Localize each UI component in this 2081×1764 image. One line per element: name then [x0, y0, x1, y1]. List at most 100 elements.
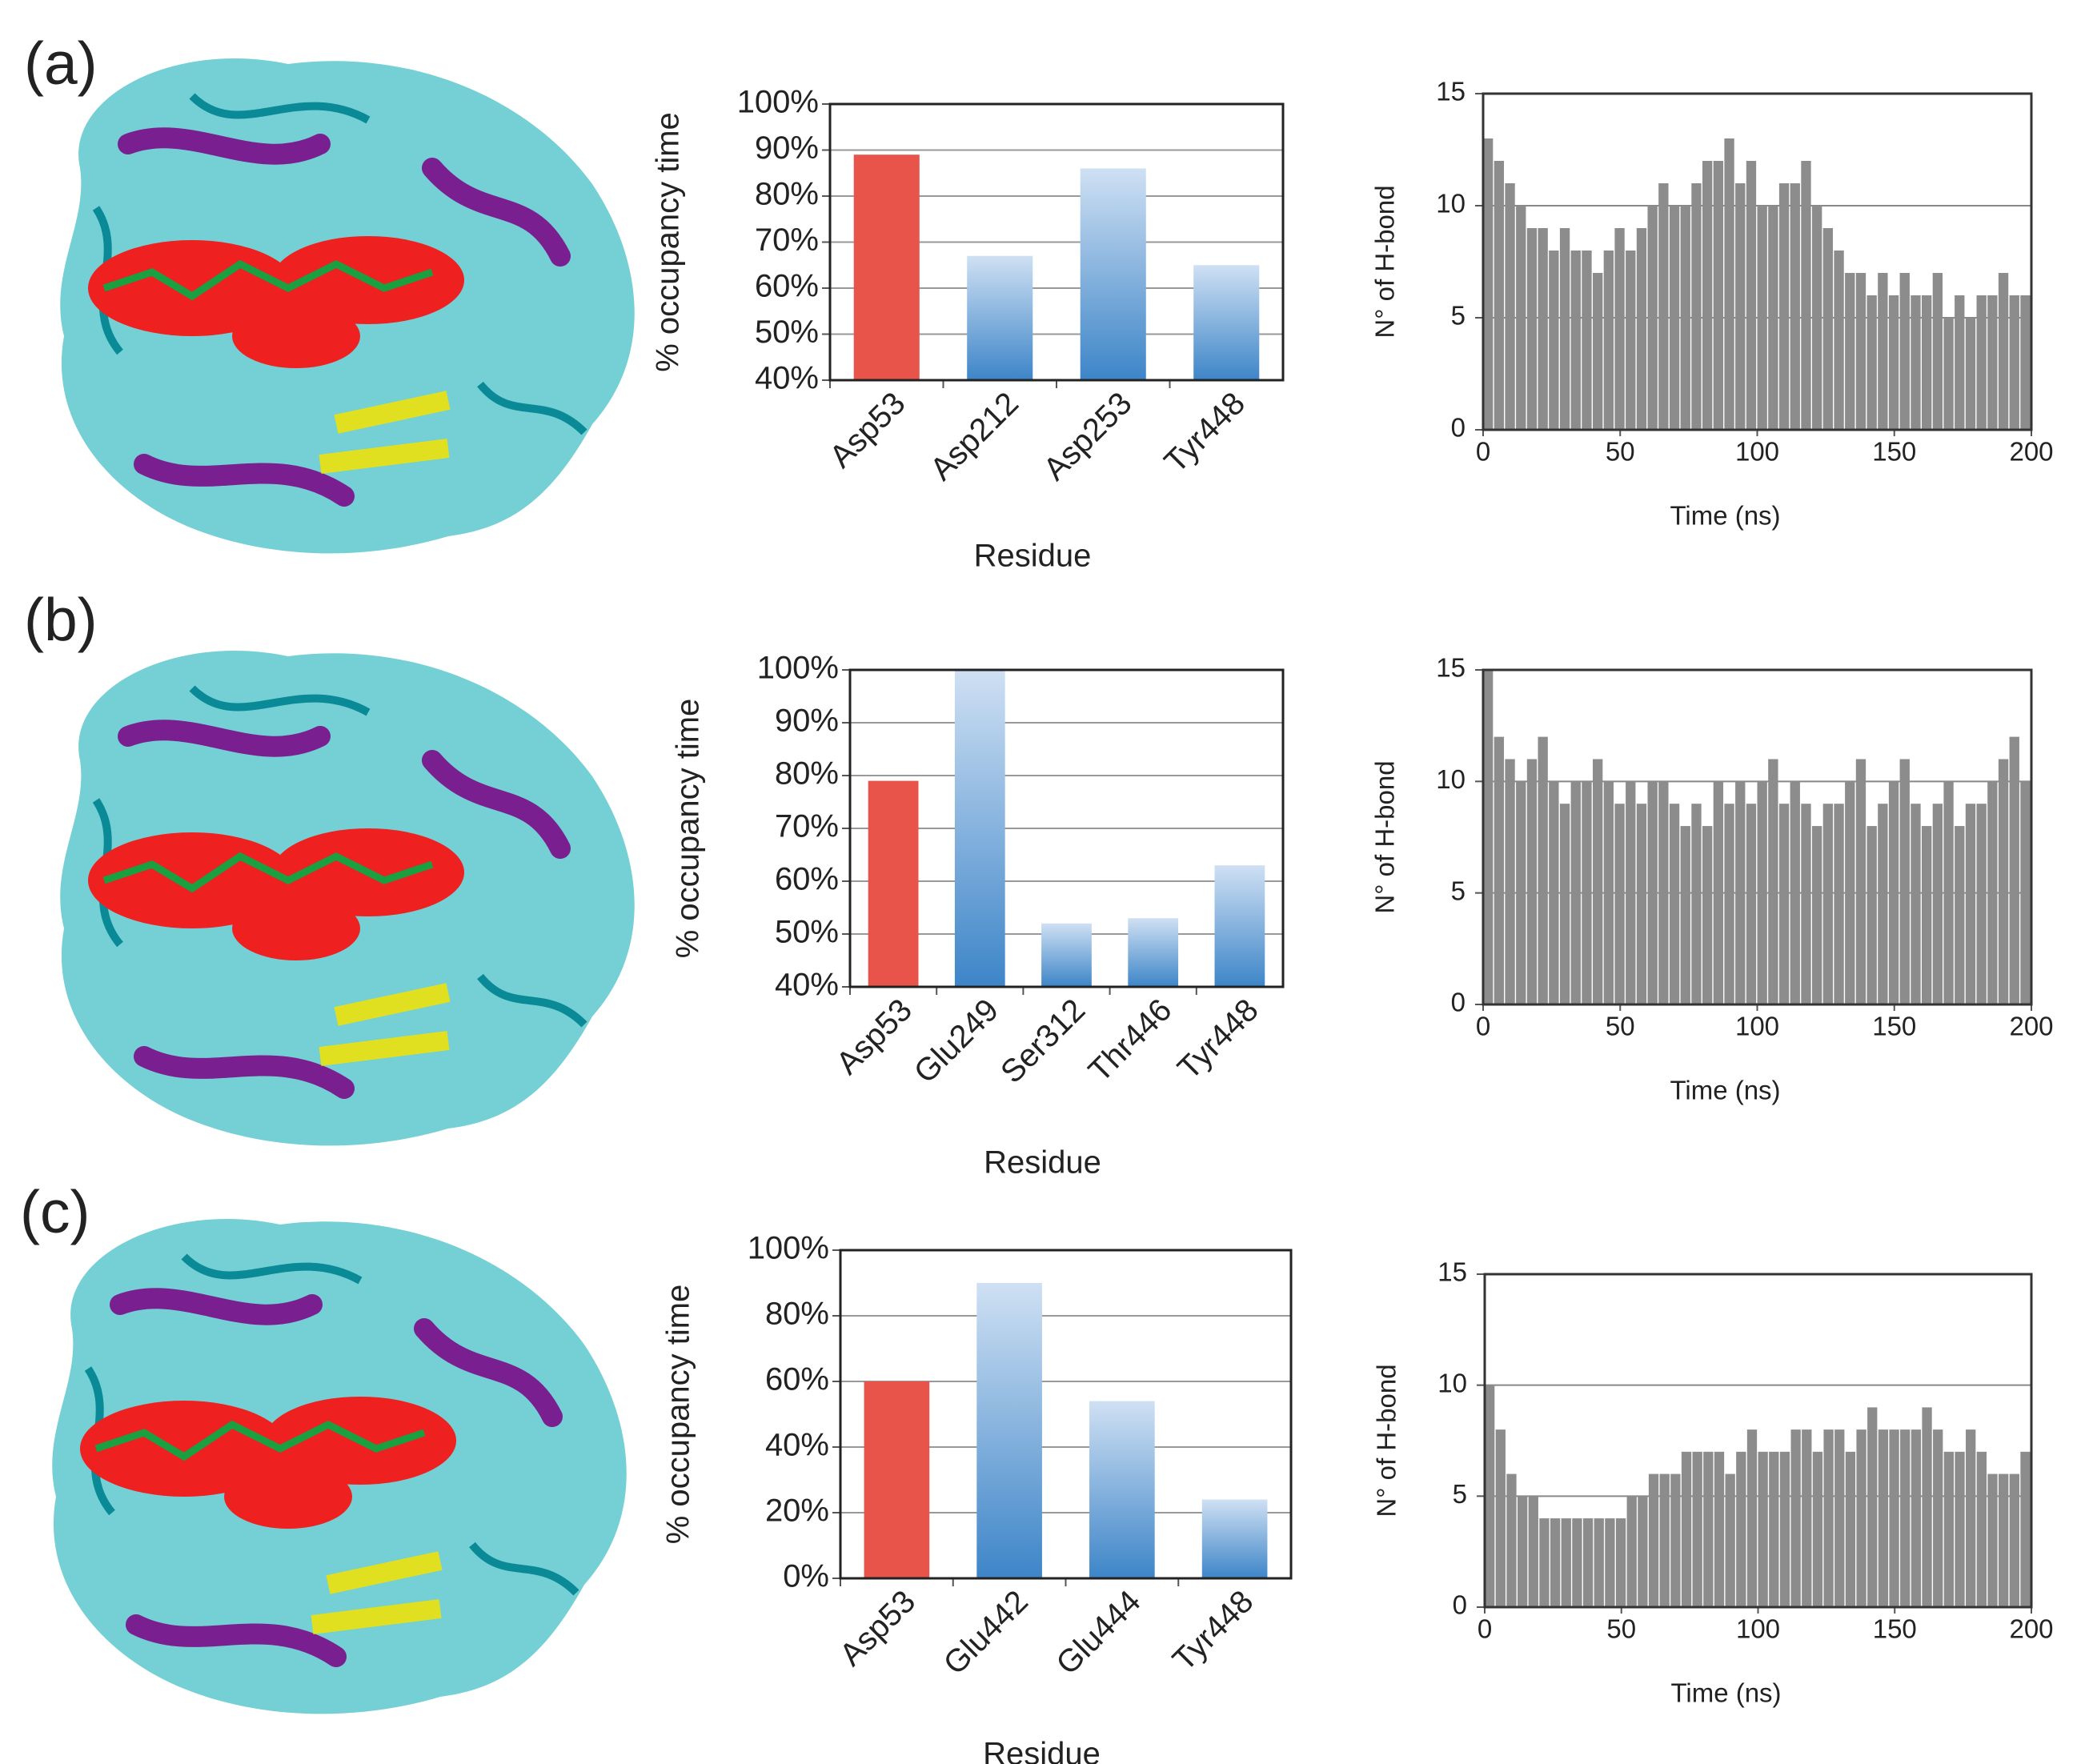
bar — [1866, 826, 1877, 1004]
y-tick-label: 100% — [737, 85, 819, 120]
y-tick-label: 0 — [1453, 1590, 1467, 1620]
bar — [1128, 918, 1179, 987]
y-tick-label: 40% — [775, 968, 839, 1003]
bar — [1658, 183, 1669, 430]
y-tick-label: 60% — [765, 1362, 829, 1397]
bar — [1779, 1451, 1790, 1607]
bar — [1801, 161, 1811, 430]
plot-frame — [848, 668, 1285, 988]
bar — [1089, 1401, 1155, 1578]
bar — [2009, 1473, 2019, 1607]
y-tick-label: 50% — [755, 315, 819, 350]
x-axis-label: Time (ns) — [1670, 1076, 1780, 1105]
bar — [1976, 1451, 1987, 1607]
bar — [1494, 736, 1505, 1004]
bar — [1582, 1518, 1594, 1607]
y-tick-label: 90% — [775, 704, 839, 739]
y-tick-label: 80% — [755, 177, 819, 212]
bar — [1922, 1407, 1932, 1607]
y-tick-label: 40% — [765, 1428, 829, 1463]
bar — [1812, 1451, 1823, 1607]
bar — [1802, 1429, 1812, 1607]
bar — [1911, 1429, 1922, 1607]
x-tick-label: 50 — [1606, 1614, 1636, 1644]
bar — [1681, 1451, 1692, 1607]
y-tick-label: 10 — [1436, 189, 1466, 218]
bar — [1845, 273, 1855, 430]
bar — [1778, 183, 1790, 430]
bar — [1658, 781, 1669, 1004]
bar — [1626, 781, 1636, 1004]
y-tick-label: 15 — [1437, 1257, 1467, 1287]
x-tick-label: 50 — [1606, 437, 1635, 467]
bar — [1899, 759, 1910, 1004]
x-tick-label: 100 — [1735, 1012, 1779, 1041]
bar — [1822, 228, 1834, 430]
bar — [1855, 759, 1866, 1004]
y-tick-label: 15 — [1436, 77, 1466, 106]
bar — [1933, 1429, 1943, 1607]
y-axis-label: % occupancy time — [651, 112, 686, 372]
bar — [1593, 273, 1603, 430]
y-tick-label: 50% — [775, 915, 839, 950]
x-tick-label: 0 — [1476, 1012, 1490, 1041]
x-tick-label: 200 — [2009, 437, 2053, 467]
bar — [1494, 161, 1505, 430]
bar — [1570, 781, 1581, 1004]
bar — [1214, 865, 1265, 987]
bar — [1823, 1429, 1834, 1607]
bar — [1758, 1451, 1768, 1607]
x-tick-label: Tyr448 — [1171, 992, 1265, 1087]
bar — [2020, 1451, 2031, 1607]
bar — [1516, 781, 1526, 1004]
bar — [1724, 138, 1734, 430]
bar — [1735, 183, 1746, 430]
y-axis-label: N° of H-bond — [1370, 185, 1400, 338]
bar — [1702, 826, 1713, 1004]
panel-label: (a) — [24, 30, 98, 97]
bar — [1648, 1473, 1659, 1607]
bar — [1041, 923, 1092, 987]
x-tick-label: Asp253 — [1037, 386, 1139, 487]
x-tick-label: Asp212 — [924, 386, 1025, 487]
bar — [1999, 1473, 2009, 1607]
protein-image — [60, 651, 635, 1145]
bar — [1603, 781, 1614, 1004]
x-tick-label: Glu249 — [908, 992, 1005, 1090]
bar — [1801, 804, 1811, 1004]
x-tick-label: Glu442 — [937, 1584, 1035, 1682]
bar — [1538, 736, 1548, 1004]
bar — [1605, 1518, 1615, 1607]
bar — [1955, 826, 1965, 1004]
bar — [2020, 295, 2031, 430]
x-tick-label: Tyr448 — [1157, 386, 1252, 480]
bar — [1526, 759, 1538, 1004]
bar — [1559, 228, 1570, 430]
bar — [1955, 1451, 1965, 1607]
bar — [1670, 1473, 1681, 1607]
bar — [1943, 781, 1954, 1004]
bar — [1638, 1496, 1648, 1607]
bar — [1691, 183, 1702, 430]
bar — [1626, 1496, 1637, 1607]
bar — [1746, 1429, 1758, 1607]
bar — [1998, 273, 2009, 430]
bar — [1582, 251, 1592, 430]
x-axis-label: Residue — [983, 1737, 1101, 1764]
bar — [1506, 1473, 1517, 1607]
bar — [1922, 826, 1932, 1004]
x-tick-label: 200 — [2009, 1012, 2053, 1041]
plot-frame — [1482, 668, 2033, 1006]
x-axis-label: Time (ns) — [1670, 501, 1780, 531]
y-tick-label: 5 — [1451, 876, 1466, 905]
bar — [1932, 273, 1943, 430]
protein-image — [52, 1219, 627, 1714]
bar — [976, 1283, 1042, 1578]
x-tick-label: Thr446 — [1082, 992, 1179, 1089]
bar — [1692, 1451, 1702, 1607]
bar — [1878, 273, 1888, 430]
bar — [1713, 781, 1724, 1004]
bar — [1614, 228, 1625, 430]
bar — [1889, 1429, 1899, 1607]
bar — [1822, 804, 1834, 1004]
